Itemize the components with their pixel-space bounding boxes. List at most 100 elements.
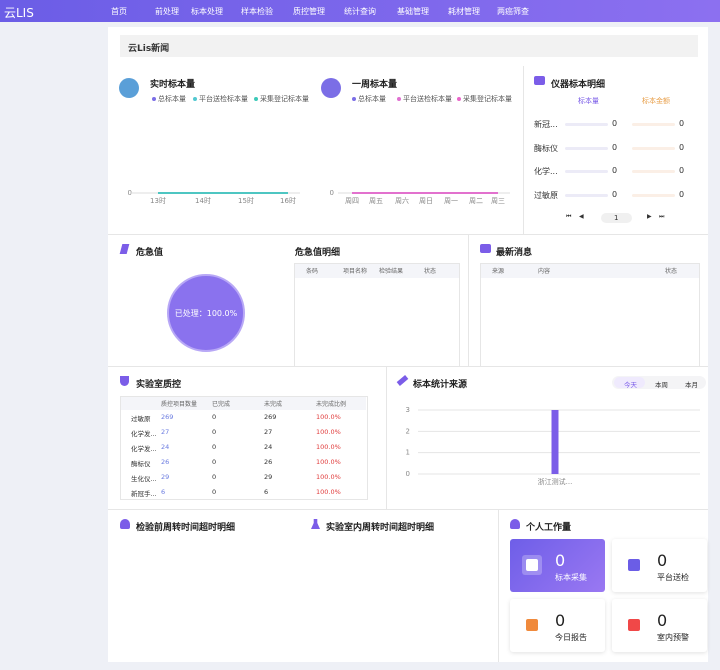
x-tick-label: 16时 <box>280 196 296 205</box>
row-name: 过敏原 <box>534 191 558 200</box>
track <box>565 147 608 150</box>
track <box>632 123 675 126</box>
legend-label: 采集登记标本量 <box>463 95 512 103</box>
card-label: 平台送检 <box>657 573 689 582</box>
pager-button[interactable]: ⏮ <box>566 213 572 220</box>
nav-item[interactable]: 样本检验 <box>241 7 273 16</box>
section-title: 危急值明细 <box>295 248 341 258</box>
tab[interactable]: 本周 <box>655 381 668 389</box>
card <box>612 599 707 652</box>
table-header <box>295 264 459 278</box>
card <box>510 539 605 592</box>
table-cell: 100.0% <box>316 473 341 481</box>
nav-item[interactable]: 标本处理 <box>191 7 223 16</box>
table-box <box>480 263 700 367</box>
y-tick-label: 3 <box>406 406 410 414</box>
x-tick-label: 14时 <box>195 196 211 205</box>
table-cell: 0 <box>212 473 217 481</box>
pager-button[interactable]: ▶ <box>647 213 652 220</box>
divider <box>108 509 708 510</box>
section-title: 检验前周转时间超时明细 <box>136 523 236 533</box>
table-cell: 化学发... <box>131 430 157 438</box>
tab[interactable]: 本月 <box>685 381 698 389</box>
pie-slice <box>167 274 245 352</box>
x-tick-label: 周日 <box>419 197 433 205</box>
table-cell: 100.0% <box>316 488 341 496</box>
card-label: 室内预警 <box>657 633 689 642</box>
icon <box>480 244 491 253</box>
row-name: 酶标仪 <box>534 144 558 153</box>
table-header-cell: 状态 <box>665 268 678 275</box>
table-header-cell: 未完成 <box>264 401 283 408</box>
icon <box>510 519 520 529</box>
table-header-cell: 条码 <box>306 268 319 275</box>
section-title: 实验室质控 <box>136 380 182 390</box>
table-cell: 27 <box>264 428 273 436</box>
table-cell: 27 <box>161 428 170 436</box>
track <box>632 194 675 197</box>
value: 0 <box>679 119 685 128</box>
divider <box>108 234 708 235</box>
tab[interactable]: 今天 <box>624 381 637 389</box>
legend-label: 平台送检标本量 <box>403 95 452 103</box>
track <box>565 170 608 173</box>
x-tick-label: 周六 <box>395 196 409 205</box>
card-icon <box>526 559 538 571</box>
value: 0 <box>612 119 618 128</box>
pager-button[interactable]: ◀ <box>579 213 584 220</box>
card-value: 0 <box>657 551 668 570</box>
table-cell: 269 <box>161 413 174 421</box>
nav-item[interactable]: 两癌筛查 <box>497 7 529 16</box>
track <box>565 194 608 197</box>
card <box>612 539 707 592</box>
icon <box>311 519 320 529</box>
value: 0 <box>679 166 685 175</box>
table-cell: 26 <box>161 458 170 466</box>
divider <box>386 366 387 509</box>
value: 0 <box>612 190 618 199</box>
table-cell: 29 <box>161 473 170 481</box>
legend-label: 平台送检标本量 <box>199 95 248 103</box>
row-name: 化学... <box>534 167 558 176</box>
card-icon <box>526 619 538 631</box>
nav-item[interactable]: 耗材管理 <box>448 7 480 16</box>
x-tick-label: 浙江测试... <box>538 477 573 486</box>
nav-item[interactable]: 质控管理 <box>293 7 325 16</box>
table-cell: 酶标仪 <box>131 460 151 468</box>
table-cell: 26 <box>264 458 273 466</box>
table-box <box>294 263 460 367</box>
table-header-cell: 状态 <box>424 268 437 275</box>
legend-dot <box>193 97 197 101</box>
table-cell: 29 <box>264 473 273 481</box>
track <box>632 170 675 173</box>
column-header: 标本量 <box>578 97 599 105</box>
pager-button[interactable]: ⏭ <box>659 213 665 220</box>
card-icon <box>628 619 640 631</box>
table-cell: 过敏原 <box>131 415 151 423</box>
nav-item[interactable]: 前处理 <box>155 7 179 16</box>
card-value: 0 <box>555 551 566 570</box>
x-tick-label: 13时 <box>150 196 166 205</box>
nav-item[interactable]: 统计查询 <box>344 7 376 16</box>
table-cell: 100.0% <box>316 443 341 451</box>
y-tick-label: 0 <box>128 189 132 197</box>
track <box>565 123 608 126</box>
table-header <box>121 397 366 410</box>
table-header-cell: 已完成 <box>212 401 231 408</box>
pager-page[interactable]: 1 <box>614 214 619 222</box>
table-cell: 100.0% <box>316 458 341 466</box>
table-header-cell: 质控项目数量 <box>161 401 198 408</box>
table-cell: 100.0% <box>316 428 341 436</box>
table-header-cell: 检验结果 <box>379 268 404 275</box>
value: 0 <box>679 143 685 152</box>
legend-label: 总标本量 <box>358 95 386 103</box>
card-value: 0 <box>555 611 566 630</box>
card <box>510 599 605 652</box>
nav-item[interactable]: 首页 <box>111 7 127 16</box>
table-cell: 269 <box>264 413 277 421</box>
divider <box>468 234 469 366</box>
value: 0 <box>612 166 618 175</box>
nav-item[interactable]: 基础管理 <box>397 7 429 16</box>
